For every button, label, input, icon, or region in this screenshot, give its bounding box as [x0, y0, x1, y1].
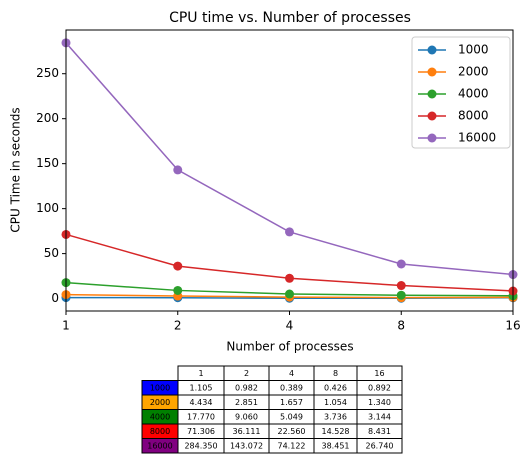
table-row-label: 4000 [150, 412, 170, 421]
table-row-label: 2000 [150, 398, 170, 407]
table-cell-text: 1.340 [368, 398, 391, 407]
table-row-label: 8000 [150, 427, 170, 436]
legend-label: 16000 [458, 131, 496, 145]
y-tick-label: 150 [36, 156, 59, 170]
x-tick-label: 4 [286, 319, 294, 333]
table-header-text: 2 [244, 369, 249, 378]
y-tick-label: 100 [36, 201, 59, 215]
y-tick-label: 50 [44, 246, 59, 260]
table-cell-text: 0.982 [235, 383, 258, 392]
table-cell-text: 9.060 [235, 412, 258, 421]
legend-label: 1000 [458, 43, 489, 57]
x-tick-label: 16 [505, 319, 520, 333]
x-tick-label: 1 [62, 319, 70, 333]
y-tick-label: 250 [36, 66, 59, 80]
x-axis-label: Number of processes [226, 340, 353, 354]
table-cell-text: 38.451 [322, 441, 350, 450]
legend-label: 4000 [458, 87, 489, 101]
table-cell-text: 22.560 [278, 427, 306, 436]
table-header-text: 8 [333, 369, 338, 378]
table-cell-text: 8.431 [368, 427, 391, 436]
table-cell-text: 5.049 [280, 412, 303, 421]
table-cell-text: 3.736 [324, 412, 347, 421]
table-cell [356, 438, 403, 454]
table-cell-text: 3.144 [368, 412, 391, 421]
table-row-label: 16000 [147, 441, 172, 450]
data-point [285, 273, 294, 283]
chart-title: CPU time vs. Number of processes [169, 10, 411, 26]
legend-marker [427, 133, 437, 143]
data-point [173, 261, 183, 271]
table-header-text: 4 [289, 369, 294, 378]
data-point [173, 285, 183, 295]
table-cell-text: 71.306 [187, 427, 215, 436]
data-point [173, 165, 183, 175]
table-row-label: 1000 [150, 383, 170, 392]
table-cell-text: 14.528 [322, 427, 350, 436]
legend-label: 2000 [458, 65, 489, 79]
table-cell-text: 2.851 [235, 398, 258, 407]
legend-marker [427, 67, 437, 77]
table-cell-text: 284.350 [184, 441, 217, 450]
table-cell-text: 143.072 [230, 441, 263, 450]
x-tick-label: 8 [397, 319, 405, 333]
y-tick-label: 200 [36, 111, 59, 125]
data-point [285, 227, 294, 237]
table-cell-text: 26.740 [366, 441, 394, 450]
table-header-text: 16 [374, 369, 384, 378]
data-point [396, 281, 406, 291]
legend-label: 8000 [458, 109, 489, 123]
table-cell-text: 0.426 [324, 383, 347, 392]
table-cell-text: 74.122 [278, 441, 306, 450]
table-cell-text: 1.054 [324, 398, 347, 407]
legend-box [411, 36, 511, 149]
table-cell-text: 36.111 [233, 427, 261, 436]
table-cell-text: 1.105 [190, 383, 213, 392]
data-point [285, 289, 294, 299]
table-cell-text: 1.657 [280, 398, 303, 407]
y-axis-label: CPU Time in seconds [9, 107, 23, 232]
legend-marker [427, 111, 437, 121]
plot-frame [65, 29, 514, 312]
table-header-text: 1 [198, 369, 203, 378]
legend-marker [427, 45, 437, 55]
y-tick-label: 0 [51, 291, 59, 305]
table-cell-text: 4.434 [190, 398, 213, 407]
data-point [396, 259, 406, 269]
data-point [396, 290, 406, 300]
table-cell-text: 17.770 [187, 412, 215, 421]
x-tick-label: 2 [174, 319, 182, 333]
legend-marker [427, 89, 437, 99]
table-cell-text: 0.892 [368, 383, 391, 392]
table-cell-text: 0.389 [280, 383, 303, 392]
